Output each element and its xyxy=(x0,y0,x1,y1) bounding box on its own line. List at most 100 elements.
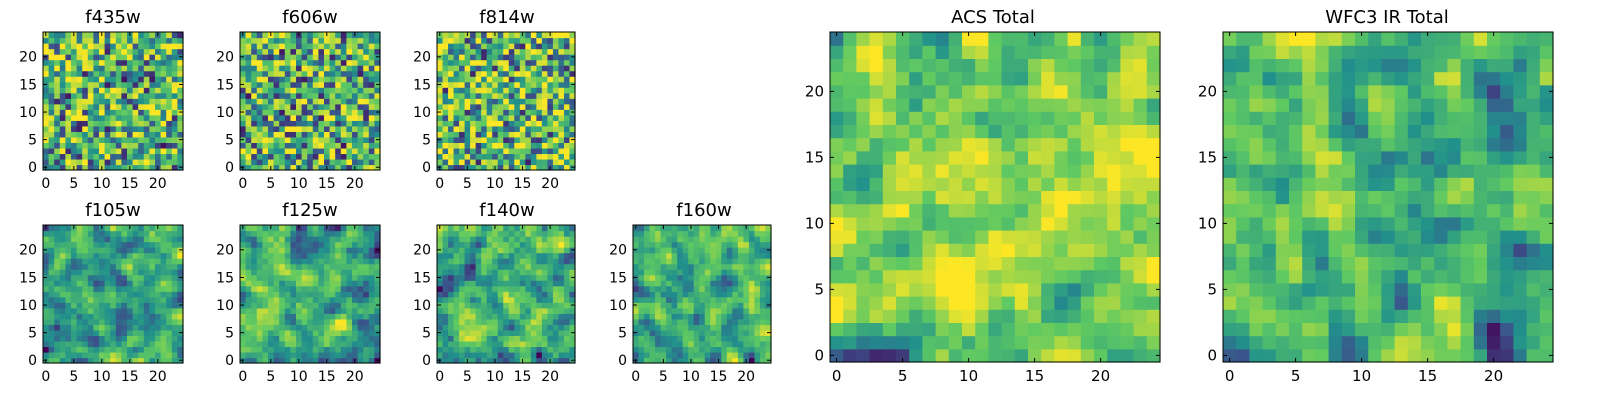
heatmap-cell xyxy=(262,335,269,342)
heatmap-cell xyxy=(541,307,548,314)
heatmap-cell xyxy=(765,225,772,232)
heatmap-cell xyxy=(988,177,1003,191)
heatmap-cell xyxy=(324,346,331,353)
heatmap-cell xyxy=(503,324,510,331)
heatmap-cell xyxy=(530,258,537,265)
heatmap-cell xyxy=(87,109,94,116)
heatmap-cell xyxy=(149,32,156,39)
heatmap-cell xyxy=(177,98,184,105)
heatmap-cell xyxy=(1133,335,1148,350)
heatmap-cell xyxy=(307,285,314,292)
heatmap-cell xyxy=(104,48,111,55)
heatmap-cell xyxy=(530,59,537,66)
heatmap-cell xyxy=(1133,282,1148,297)
heatmap-cell xyxy=(87,48,94,55)
heatmap-cell xyxy=(357,357,364,364)
heatmap-cell xyxy=(279,98,286,105)
heatmap-cell xyxy=(666,230,673,237)
heatmap-cell xyxy=(262,236,269,243)
heatmap-cell xyxy=(503,136,510,143)
heatmap-cell xyxy=(335,120,342,127)
heatmap-cell xyxy=(245,147,252,155)
heatmap-cell xyxy=(352,37,359,44)
heatmap-cell xyxy=(481,81,488,88)
x-tick-label: 0 xyxy=(238,176,247,192)
heatmap-cell xyxy=(519,142,526,149)
heatmap-cell xyxy=(262,81,269,88)
heatmap-cell xyxy=(374,340,381,348)
heatmap-cell xyxy=(127,346,134,353)
heatmap-cell xyxy=(737,335,744,342)
heatmap-cell xyxy=(442,54,449,61)
heatmap-cell xyxy=(732,329,739,336)
heatmap-cell xyxy=(312,120,319,127)
heatmap-cell xyxy=(1133,322,1148,337)
heatmap-cell xyxy=(655,346,662,353)
heatmap-cell xyxy=(138,43,145,50)
heatmap-cell xyxy=(251,340,258,348)
heatmap-cell xyxy=(525,76,532,83)
heatmap-cell xyxy=(82,307,89,314)
heatmap-cell xyxy=(177,65,184,72)
heatmap-cell xyxy=(1133,348,1148,363)
heatmap-cell xyxy=(721,236,728,243)
heatmap-cell xyxy=(121,48,128,55)
heatmap-cell xyxy=(497,302,504,309)
heatmap-cell xyxy=(290,76,297,83)
heatmap-cell xyxy=(453,48,460,55)
heatmap-cell xyxy=(352,114,359,121)
heatmap-cells xyxy=(43,32,184,171)
heatmap-cell xyxy=(743,340,750,348)
heatmap-cell xyxy=(737,285,744,292)
heatmap-cell xyxy=(110,291,117,298)
heatmap-cell xyxy=(922,282,937,297)
heatmap-cell xyxy=(307,158,314,166)
heatmap-cell xyxy=(508,225,515,232)
heatmap-cell xyxy=(748,269,756,276)
heatmap-cell xyxy=(856,335,871,350)
heatmap-cell xyxy=(352,313,359,320)
heatmap-cell xyxy=(324,120,331,127)
heatmap-cell xyxy=(481,114,488,121)
heatmap-cell xyxy=(155,114,162,121)
heatmap-cell xyxy=(357,65,364,72)
heatmap-cell xyxy=(830,309,844,323)
heatmap-cell xyxy=(655,291,662,298)
heatmap-cell xyxy=(149,37,156,44)
heatmap-cell xyxy=(732,340,739,348)
heatmap-cell xyxy=(644,302,651,309)
heatmap-cell xyxy=(1067,322,1082,337)
heatmap-cell xyxy=(1094,322,1108,337)
heatmap-cell xyxy=(71,351,78,359)
heatmap-cell xyxy=(988,243,1003,257)
heatmap-cell xyxy=(569,269,576,276)
heatmap-cell xyxy=(492,81,499,88)
heatmap-cell xyxy=(558,109,565,116)
heatmap-cell xyxy=(541,70,548,77)
heatmap-cell xyxy=(368,263,375,270)
heatmap-cell xyxy=(481,269,488,276)
heatmap-cell xyxy=(497,98,504,105)
heatmap-cell xyxy=(666,247,673,254)
heatmap-cell xyxy=(1146,322,1161,337)
heatmap-cell xyxy=(99,258,106,265)
heatmap-cell xyxy=(726,263,733,270)
heatmap-cell xyxy=(569,142,576,149)
heatmap-cell xyxy=(503,329,510,336)
heatmap-cell xyxy=(475,346,482,353)
heatmap-cell xyxy=(352,54,359,61)
heatmap-cell xyxy=(110,76,117,83)
heatmap-cell xyxy=(251,351,258,359)
heatmap-cell xyxy=(547,37,554,44)
heatmap-cell xyxy=(1133,256,1148,271)
heatmap-cell xyxy=(710,236,717,243)
heatmap-cell xyxy=(352,103,359,110)
heatmap-cell xyxy=(76,291,83,298)
heatmap-cell xyxy=(82,329,89,336)
heatmap-cell xyxy=(448,70,455,77)
heatmap-cell xyxy=(132,291,139,298)
heatmap-cell xyxy=(660,302,667,309)
heatmap-cell xyxy=(699,280,706,287)
heatmap-cell xyxy=(340,236,347,243)
heatmap-cell xyxy=(453,313,460,320)
